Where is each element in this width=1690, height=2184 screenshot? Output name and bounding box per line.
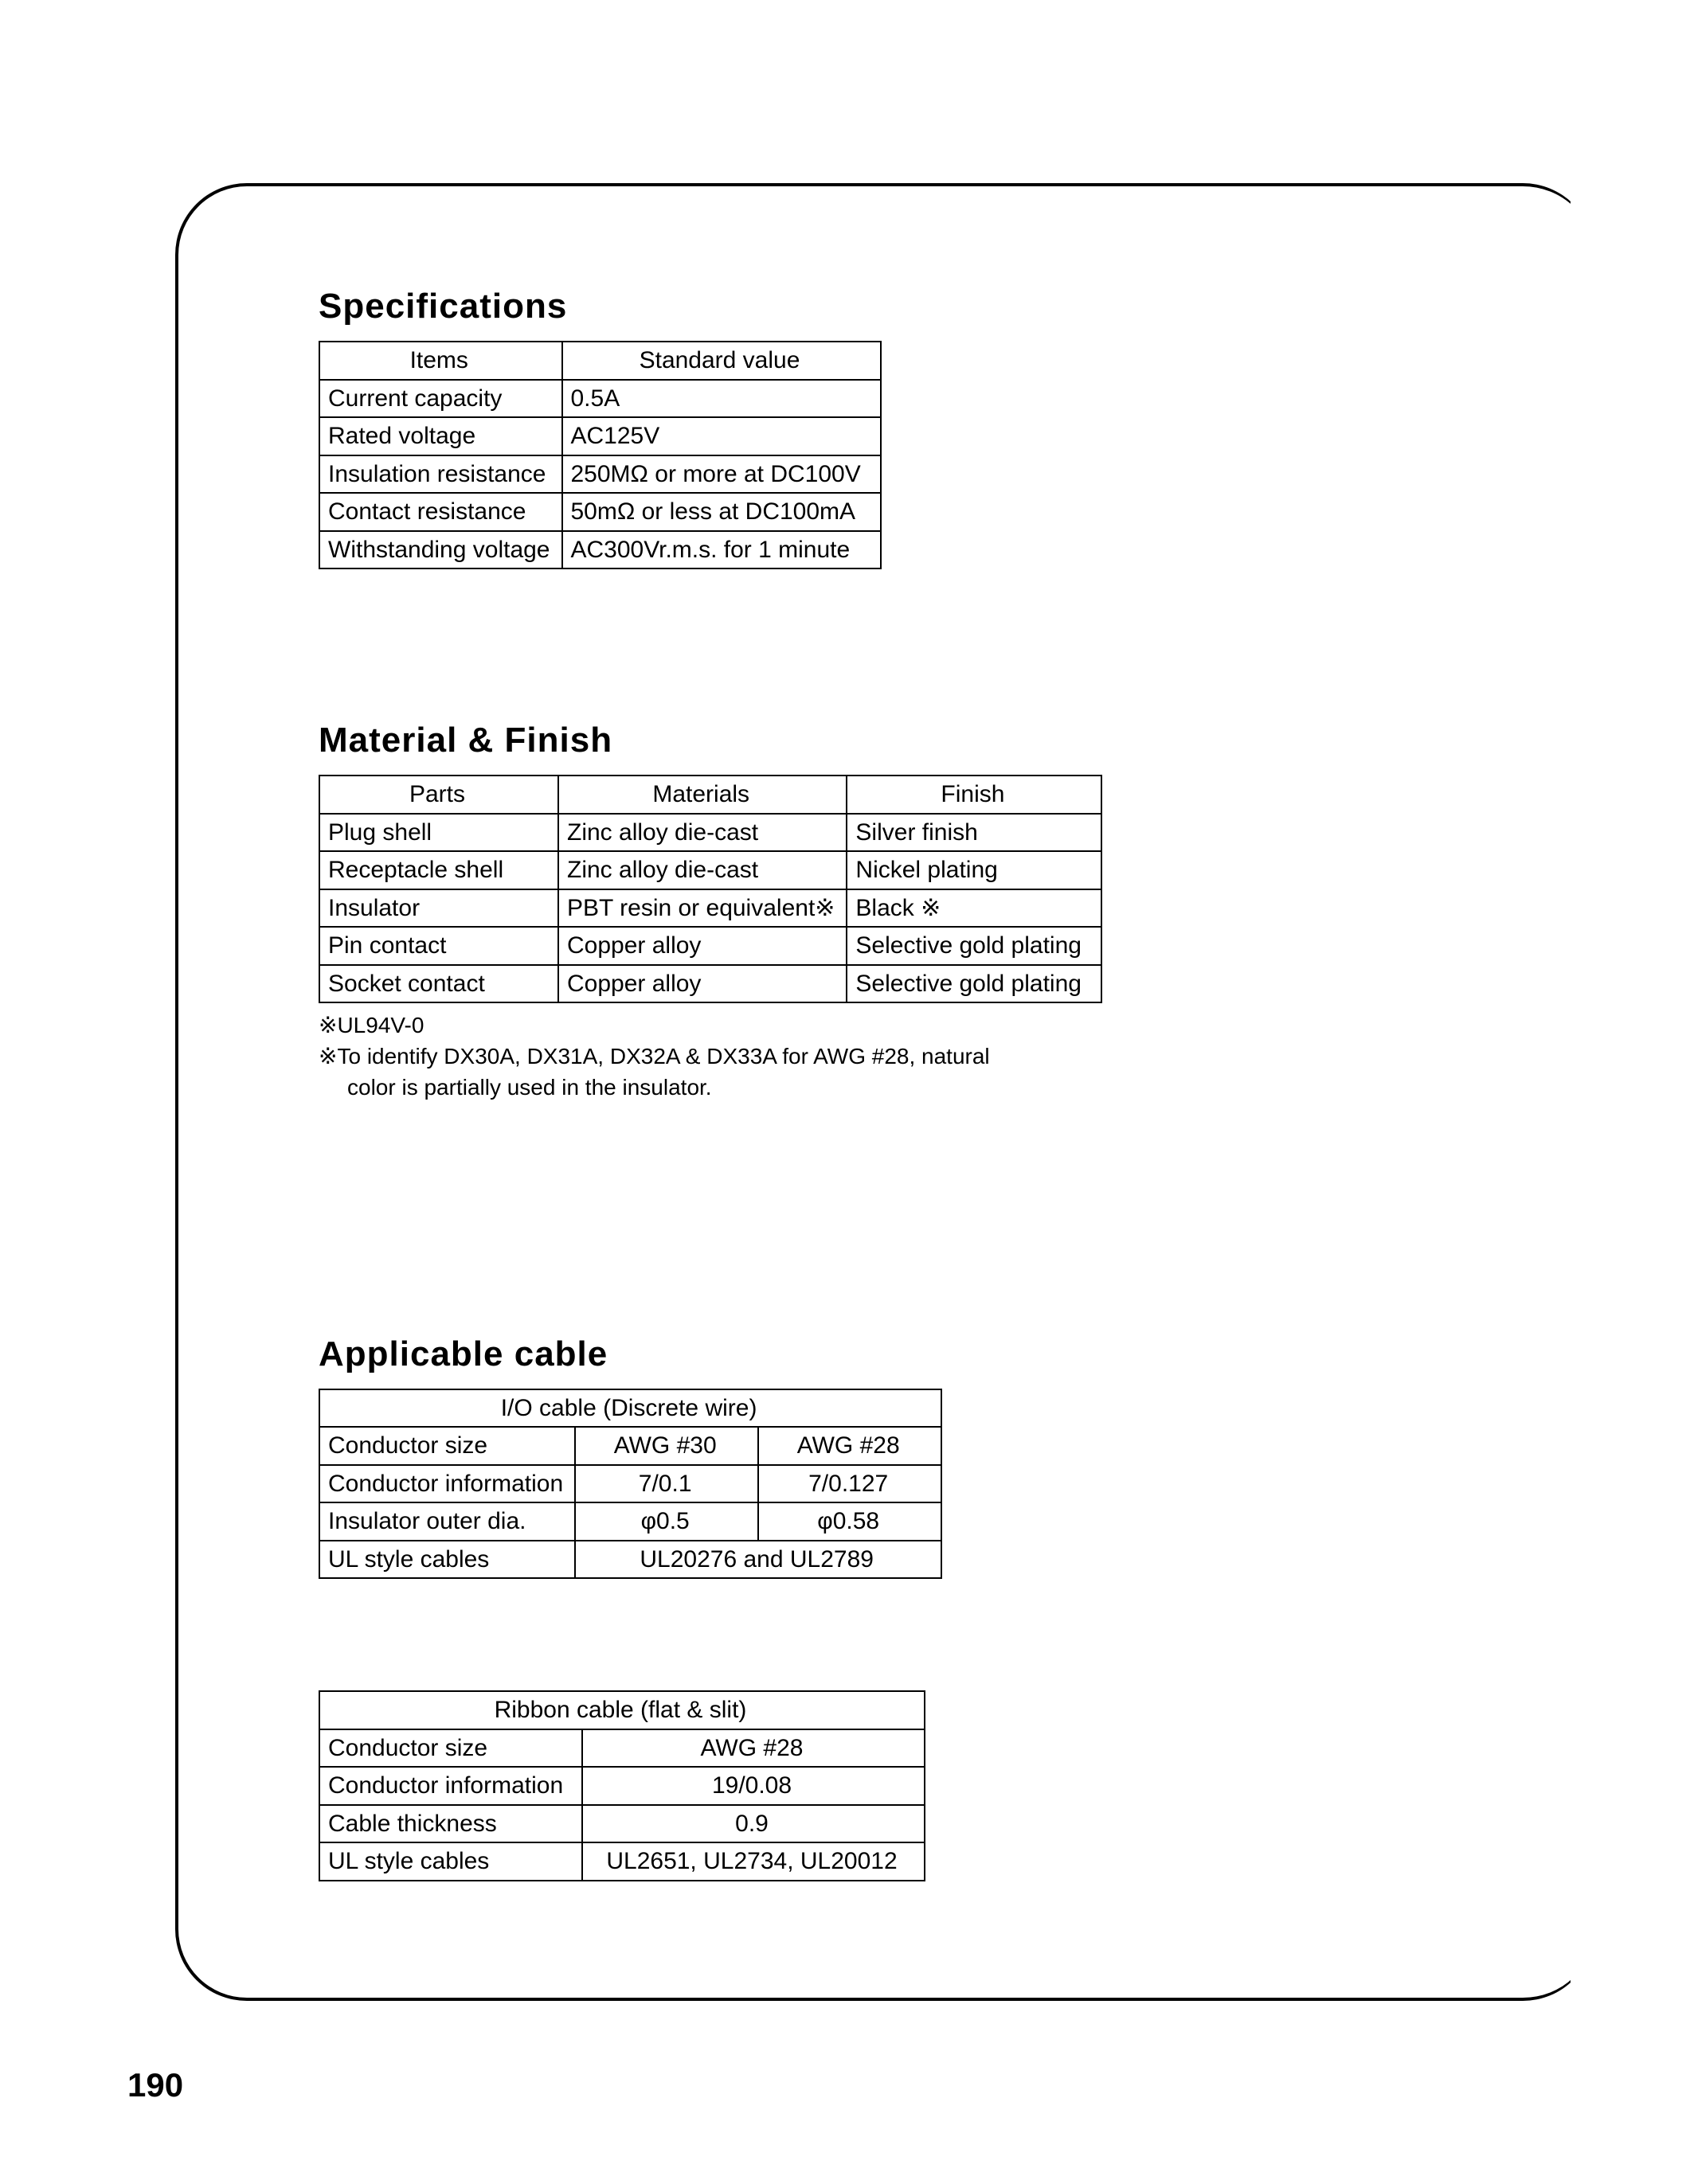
cell: Pin contact: [319, 927, 558, 965]
cell: Zinc alloy die-cast: [558, 851, 847, 889]
col-header: Parts: [319, 776, 558, 814]
cell: Copper alloy: [558, 965, 847, 1003]
applicable-cable-heading: Applicable cable: [319, 1334, 1195, 1374]
col-header: Standard value: [562, 342, 881, 380]
table-row: UL style cables UL2651, UL2734, UL20012: [319, 1842, 925, 1881]
spacer: [319, 1104, 1195, 1334]
cell: Selective gold plating: [847, 965, 1101, 1003]
table-row: Cable thickness 0.9: [319, 1805, 925, 1843]
cell: AWG #30: [575, 1427, 758, 1465]
io-cable-table: I/O cable (Discrete wire) Conductor size…: [319, 1389, 942, 1580]
table-row: Plug shellZinc alloy die-castSilver fini…: [319, 814, 1101, 852]
page-number: 190: [127, 2066, 183, 2104]
cell: UL style cables: [319, 1842, 582, 1881]
col-header: Materials: [558, 776, 847, 814]
cell: 0.9: [582, 1805, 925, 1843]
table-caption-row: I/O cable (Discrete wire): [319, 1389, 941, 1428]
cell: Insulator: [319, 889, 558, 928]
cell: AC125V: [562, 417, 881, 455]
table-row: Receptacle shellZinc alloy die-castNicke…: [319, 851, 1101, 889]
cell: Plug shell: [319, 814, 558, 852]
table-caption: I/O cable (Discrete wire): [319, 1389, 941, 1428]
cell: Withstanding voltage: [319, 531, 562, 569]
cell: 19/0.08: [582, 1767, 925, 1805]
cell: φ0.58: [758, 1502, 941, 1541]
cell: Selective gold plating: [847, 927, 1101, 965]
cell: Conductor size: [319, 1427, 575, 1465]
table-row: Insulator outer dia. φ0.5 φ0.58: [319, 1502, 941, 1541]
material-finish-table: Parts Materials Finish Plug shellZinc al…: [319, 775, 1102, 1003]
note-line: ※UL94V-0: [319, 1013, 424, 1037]
cell: Black ※: [847, 889, 1101, 928]
table-header-row: Parts Materials Finish: [319, 776, 1101, 814]
table-caption: Ribbon cable (flat & slit): [319, 1691, 925, 1729]
cell: AC300Vr.m.s. for 1 minute: [562, 531, 881, 569]
page: Specifications Items Standard value Curr…: [0, 0, 1690, 2184]
cell: Silver finish: [847, 814, 1101, 852]
cell: Rated voltage: [319, 417, 562, 455]
table-row: Socket contactCopper alloySelective gold…: [319, 965, 1101, 1003]
material-finish-heading: Material & Finish: [319, 721, 1195, 760]
table-row: Pin contactCopper alloySelective gold pl…: [319, 927, 1101, 965]
cell: UL style cables: [319, 1541, 575, 1579]
table-caption-row: Ribbon cable (flat & slit): [319, 1691, 925, 1729]
table-row: Rated voltageAC125V: [319, 417, 881, 455]
cell: Current capacity: [319, 380, 562, 418]
table-row: Insulation resistance250MΩ or more at DC…: [319, 455, 881, 494]
cell: 0.5A: [562, 380, 881, 418]
cell: UL20276 and UL2789: [575, 1541, 941, 1579]
table-row: Current capacity0.5A: [319, 380, 881, 418]
cell: PBT resin or equivalent※: [558, 889, 847, 928]
cell: Conductor information: [319, 1767, 582, 1805]
cell: Copper alloy: [558, 927, 847, 965]
cell: Contact resistance: [319, 493, 562, 531]
specifications-table: Items Standard value Current capacity0.5…: [319, 341, 882, 569]
content-area: Specifications Items Standard value Curr…: [319, 287, 1195, 1881]
cell: Conductor information: [319, 1465, 575, 1503]
spacer: [319, 1579, 1195, 1690]
cell: Receptacle shell: [319, 851, 558, 889]
col-header: Finish: [847, 776, 1101, 814]
table-row: Conductor size AWG #28: [319, 1729, 925, 1768]
cell: Zinc alloy die-cast: [558, 814, 847, 852]
cell: φ0.5: [575, 1502, 758, 1541]
cell: AWG #28: [758, 1427, 941, 1465]
material-finish-notes: ※UL94V-0 ※To identify DX30A, DX31A, DX32…: [319, 1010, 1195, 1104]
table-row: Contact resistance50mΩ or less at DC100m…: [319, 493, 881, 531]
table-row: InsulatorPBT resin or equivalent※Black ※: [319, 889, 1101, 928]
table-row: Withstanding voltageAC300Vr.m.s. for 1 m…: [319, 531, 881, 569]
cell: Socket contact: [319, 965, 558, 1003]
cell: UL2651, UL2734, UL20012: [582, 1842, 925, 1881]
table-row: UL style cables UL20276 and UL2789: [319, 1541, 941, 1579]
cell: 7/0.127: [758, 1465, 941, 1503]
cell: 7/0.1: [575, 1465, 758, 1503]
cell: 50mΩ or less at DC100mA: [562, 493, 881, 531]
spacer: [319, 569, 1195, 721]
note-line: ※To identify DX30A, DX31A, DX32A & DX33A…: [319, 1044, 990, 1069]
col-header: Items: [319, 342, 562, 380]
cell: 250MΩ or more at DC100V: [562, 455, 881, 494]
table-row: Conductor information 7/0.1 7/0.127: [319, 1465, 941, 1503]
note-line: color is partially used in the insulator…: [319, 1072, 1195, 1103]
table-row: Conductor size AWG #30 AWG #28: [319, 1427, 941, 1465]
cell: Insulation resistance: [319, 455, 562, 494]
cell: Insulator outer dia.: [319, 1502, 575, 1541]
cell: Cable thickness: [319, 1805, 582, 1843]
cell: AWG #28: [582, 1729, 925, 1768]
cell: Conductor size: [319, 1729, 582, 1768]
table-header-row: Items Standard value: [319, 342, 881, 380]
specifications-heading: Specifications: [319, 287, 1195, 326]
cell: Nickel plating: [847, 851, 1101, 889]
table-row: Conductor information 19/0.08: [319, 1767, 925, 1805]
ribbon-cable-table: Ribbon cable (flat & slit) Conductor siz…: [319, 1690, 925, 1881]
